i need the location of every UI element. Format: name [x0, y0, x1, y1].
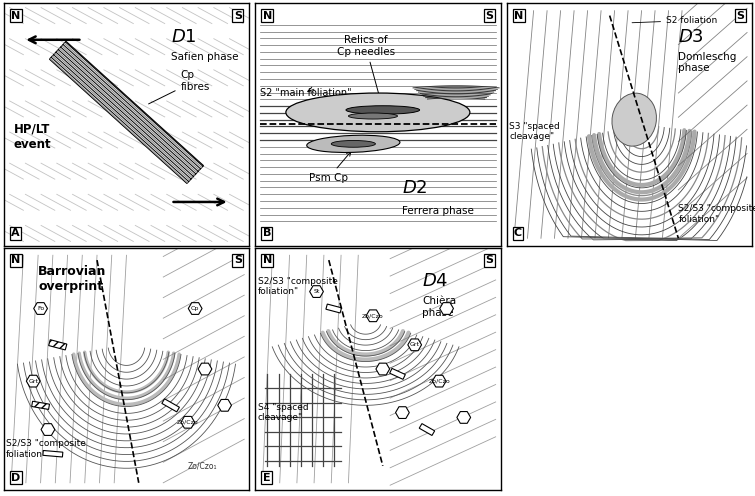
- Text: St: St: [313, 289, 319, 294]
- FancyBboxPatch shape: [162, 399, 180, 412]
- Polygon shape: [310, 286, 323, 298]
- Text: D: D: [11, 473, 20, 483]
- Text: S2 "main foliation": S2 "main foliation": [260, 88, 352, 98]
- Text: Psm Cp: Psm Cp: [310, 152, 351, 183]
- Text: E: E: [263, 473, 270, 483]
- Polygon shape: [439, 303, 454, 314]
- Text: Safien phase: Safien phase: [171, 52, 238, 62]
- Polygon shape: [49, 41, 204, 184]
- Text: Grt: Grt: [410, 342, 420, 347]
- Text: HP/LT
event: HP/LT event: [14, 123, 51, 151]
- Text: Cp: Cp: [191, 306, 199, 311]
- Text: Domleschg
phase: Domleschg phase: [679, 52, 737, 73]
- Text: B: B: [263, 228, 271, 238]
- Text: $D4$: $D4$: [422, 272, 448, 290]
- Ellipse shape: [349, 113, 398, 119]
- FancyBboxPatch shape: [32, 401, 50, 409]
- Polygon shape: [188, 303, 202, 314]
- Ellipse shape: [612, 93, 656, 146]
- Text: Relics of
Cp needles: Relics of Cp needles: [337, 35, 395, 105]
- Text: S2/S3 "composite
foliation": S2/S3 "composite foliation": [6, 439, 86, 459]
- Polygon shape: [217, 399, 232, 411]
- FancyBboxPatch shape: [419, 424, 435, 435]
- Polygon shape: [433, 375, 446, 387]
- Text: Grt: Grt: [28, 378, 39, 383]
- Text: S: S: [234, 11, 242, 21]
- Text: $D1$: $D1$: [171, 28, 196, 46]
- FancyBboxPatch shape: [48, 340, 67, 350]
- Text: S2/S3 "composite
foliation": S2/S3 "composite foliation": [257, 277, 337, 297]
- Text: $D3$: $D3$: [679, 28, 704, 46]
- Text: Chièra
phase: Chièra phase: [422, 297, 456, 318]
- Text: S4 "spaced
cleavage": S4 "spaced cleavage": [257, 403, 308, 422]
- FancyBboxPatch shape: [326, 304, 341, 313]
- Ellipse shape: [307, 135, 400, 152]
- Polygon shape: [198, 363, 212, 375]
- Polygon shape: [396, 407, 409, 419]
- Polygon shape: [181, 417, 195, 428]
- Text: S2 foliation: S2 foliation: [632, 16, 717, 25]
- Text: Ferrera phase: Ferrera phase: [402, 206, 474, 216]
- Text: N: N: [263, 11, 272, 21]
- Text: $D2$: $D2$: [402, 179, 428, 197]
- Text: Cp
fibres: Cp fibres: [149, 70, 210, 104]
- Text: A: A: [11, 228, 20, 238]
- Polygon shape: [26, 375, 40, 387]
- Polygon shape: [376, 363, 390, 375]
- Ellipse shape: [286, 93, 470, 132]
- Text: N: N: [11, 11, 20, 21]
- FancyBboxPatch shape: [43, 450, 63, 457]
- Ellipse shape: [346, 106, 420, 114]
- Text: S3 "spaced
cleavage": S3 "spaced cleavage": [509, 122, 559, 141]
- Text: N: N: [11, 255, 20, 265]
- Text: Zo/Czo: Zo/Czo: [177, 420, 199, 425]
- Polygon shape: [457, 412, 470, 423]
- Text: S: S: [234, 255, 242, 265]
- Polygon shape: [41, 424, 55, 435]
- Text: C: C: [514, 228, 522, 238]
- Text: N: N: [514, 11, 523, 21]
- Text: Fo: Fo: [37, 306, 45, 311]
- Ellipse shape: [331, 140, 375, 147]
- Polygon shape: [366, 310, 380, 321]
- Text: S: S: [485, 11, 493, 21]
- FancyBboxPatch shape: [390, 369, 405, 379]
- Text: S: S: [737, 11, 744, 21]
- Text: Zo/Czo: Zo/Czo: [362, 313, 384, 318]
- Polygon shape: [408, 339, 421, 351]
- Polygon shape: [34, 303, 48, 314]
- Text: Zo/Czo₁: Zo/Czo₁: [188, 462, 217, 471]
- Text: S2/S3 "composite
foliation": S2/S3 "composite foliation": [679, 204, 755, 224]
- Text: S: S: [485, 255, 493, 265]
- Text: N: N: [263, 255, 272, 265]
- Text: Zo/Czo: Zo/Czo: [428, 378, 450, 383]
- Text: Barrovian
overprint: Barrovian overprint: [38, 265, 106, 293]
